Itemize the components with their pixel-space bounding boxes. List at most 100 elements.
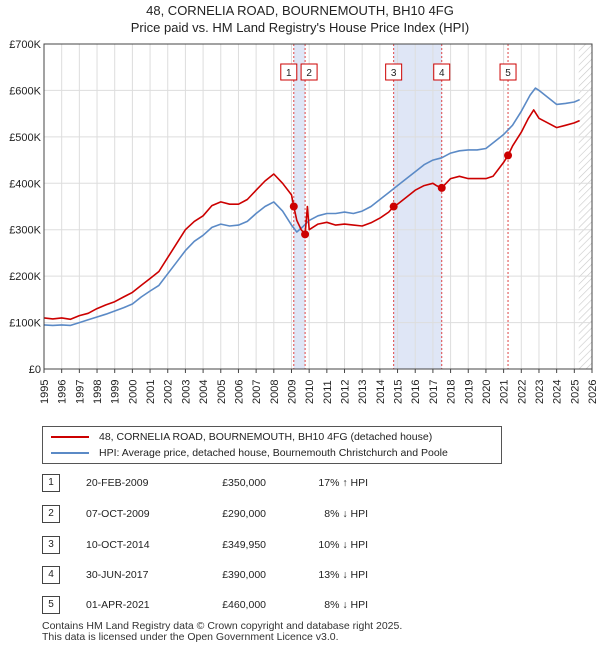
transaction-number: 1 — [42, 474, 60, 492]
transaction-dot — [504, 151, 513, 160]
chart-subtitle: Price paid vs. HM Land Registry's House … — [130, 20, 470, 35]
transaction-date: 30-JUN-2017 — [86, 569, 149, 581]
x-tick-label: 2016 — [410, 380, 422, 404]
x-tick-label: 2022 — [516, 380, 528, 404]
transaction-hpi: 8% ↓ HPI — [324, 508, 368, 520]
footer: Contains HM Land Registry data © Crown c… — [42, 621, 402, 643]
y-tick-label: £0 — [29, 364, 41, 376]
transaction-date: 10-OCT-2014 — [86, 539, 150, 551]
x-tick-label: 2019 — [463, 380, 475, 404]
transaction-label: 5 — [505, 68, 511, 79]
x-tick-label: 2017 — [428, 380, 440, 404]
transaction-date: 01-APR-2021 — [86, 599, 150, 611]
x-tick-label: 2002 — [163, 380, 175, 404]
transaction-label-box — [385, 63, 403, 81]
y-tick-label: £600K — [9, 85, 41, 97]
transaction-date: 20-FEB-2009 — [86, 477, 149, 489]
transaction-dot — [437, 183, 446, 192]
shaded-range — [293, 44, 306, 369]
x-tick-label: 2008 — [269, 380, 281, 404]
transaction-label-box — [280, 63, 298, 81]
transaction-dot — [389, 202, 398, 211]
footer-license: This data is licensed under the Open Gov… — [42, 631, 339, 643]
transaction-row: 1 20-FEB-2009 £350,000 17% ↑ HPI — [42, 474, 562, 494]
chart-title-block: 48, CORNELIA ROAD, BOURNEMOUTH, BH10 4FG… — [0, 2, 600, 36]
shaded-range — [393, 44, 442, 369]
x-tick-label: 2024 — [552, 380, 564, 404]
x-tick-label: 2000 — [127, 380, 139, 404]
legend-swatch-hpi — [51, 452, 89, 455]
transaction-number: 2 — [42, 505, 60, 523]
transaction-label: 3 — [391, 68, 397, 79]
y-tick-label: £200K — [9, 271, 41, 283]
future-hatch — [578, 44, 592, 369]
x-tick-label: 2006 — [233, 380, 245, 404]
x-tick-label: 2025 — [569, 380, 581, 404]
transaction-price: £350,000 — [222, 477, 266, 489]
transaction-row: 3 10-OCT-2014 £349,950 10% ↓ HPI — [42, 536, 562, 556]
transaction-label: 1 — [286, 68, 292, 79]
hpi-line — [43, 87, 580, 327]
x-tick-label: 2021 — [499, 380, 511, 404]
transaction-price: £460,000 — [222, 599, 266, 611]
transaction-row: 4 30-JUN-2017 £390,000 13% ↓ HPI — [42, 566, 562, 586]
transaction-price: £349,950 — [222, 539, 266, 551]
property-price-line — [43, 109, 580, 321]
legend-entry-property: 48, CORNELIA ROAD, BOURNEMOUTH, BH10 4FG… — [51, 429, 432, 445]
x-tick-label: 1996 — [57, 380, 69, 404]
transaction-price: £390,000 — [222, 569, 266, 581]
x-tick-label: 2009 — [286, 380, 298, 404]
x-tick-label: 2011 — [322, 380, 334, 404]
x-tick-label: 2005 — [216, 380, 228, 404]
transaction-row: 5 01-APR-2021 £460,000 8% ↓ HPI — [42, 596, 562, 616]
transaction-label-box — [499, 63, 517, 81]
transaction-hpi: 8% ↓ HPI — [324, 599, 368, 611]
x-tick-label: 2001 — [145, 380, 157, 404]
x-tick-label: 2020 — [481, 380, 493, 404]
x-tick-label: 1995 — [39, 380, 51, 404]
x-tick-label: 2003 — [180, 380, 192, 404]
transaction-hpi: 13% ↓ HPI — [318, 569, 368, 581]
plot-frame — [43, 43, 593, 370]
transaction-hpi: 17% ↑ HPI — [318, 477, 368, 489]
legend-entry-hpi: HPI: Average price, detached house, Bour… — [51, 445, 448, 461]
chart-title: 48, CORNELIA ROAD, BOURNEMOUTH, BH10 4FG — [146, 3, 454, 18]
y-tick-label: £300K — [9, 225, 41, 237]
transaction-date: 07-OCT-2009 — [86, 508, 150, 520]
legend-label-property: 48, CORNELIA ROAD, BOURNEMOUTH, BH10 4FG… — [99, 431, 433, 443]
transaction-label-box — [300, 63, 318, 81]
transaction-price: £290,000 — [222, 508, 266, 520]
x-tick-label: 2012 — [340, 380, 352, 404]
x-tick-label: 2007 — [251, 380, 263, 404]
x-tick-label: 1999 — [110, 380, 122, 404]
price-chart: 1 2 3 4 5 £0 £100K £200K £300K £400K £500K £600K £70… — [9, 39, 599, 404]
legend: 48, CORNELIA ROAD, BOURNEMOUTH, BH10 4FG… — [42, 426, 502, 464]
x-tick-label: 2018 — [446, 380, 458, 404]
transaction-number: 3 — [42, 536, 60, 554]
y-tick-label: £500K — [9, 132, 41, 144]
transaction-row: 2 07-OCT-2009 £290,000 8% ↓ HPI — [42, 505, 562, 525]
footer-copyright: Contains HM Land Registry data © Crown c… — [42, 620, 403, 632]
plot-area — [44, 44, 592, 369]
transaction-label: 4 — [439, 68, 445, 79]
x-tick-label: 2010 — [304, 380, 316, 404]
legend-swatch-property — [51, 436, 89, 439]
x-tick-label: 1998 — [92, 380, 104, 404]
x-tick-label: 2004 — [198, 380, 210, 404]
x-tick-label: 2023 — [534, 380, 546, 404]
transaction-number: 5 — [42, 596, 60, 614]
transaction-label-box — [433, 63, 451, 81]
x-tick-label: 2015 — [393, 380, 405, 404]
transaction-dot — [289, 202, 298, 211]
transaction-number: 4 — [42, 566, 60, 584]
y-tick-label: £100K — [9, 318, 41, 330]
transaction-dot — [301, 230, 310, 239]
y-tick-label: £700K — [9, 39, 41, 51]
x-tick-label: 2014 — [375, 380, 387, 404]
legend-label-hpi: HPI: Average price, detached house, Bour… — [99, 447, 448, 459]
x-tick-label: 2013 — [357, 380, 369, 404]
x-tick-label: 2026 — [587, 380, 599, 404]
x-tick-label: 1997 — [74, 380, 86, 404]
transaction-hpi: 10% ↓ HPI — [318, 539, 368, 551]
transaction-label: 2 — [306, 68, 312, 79]
